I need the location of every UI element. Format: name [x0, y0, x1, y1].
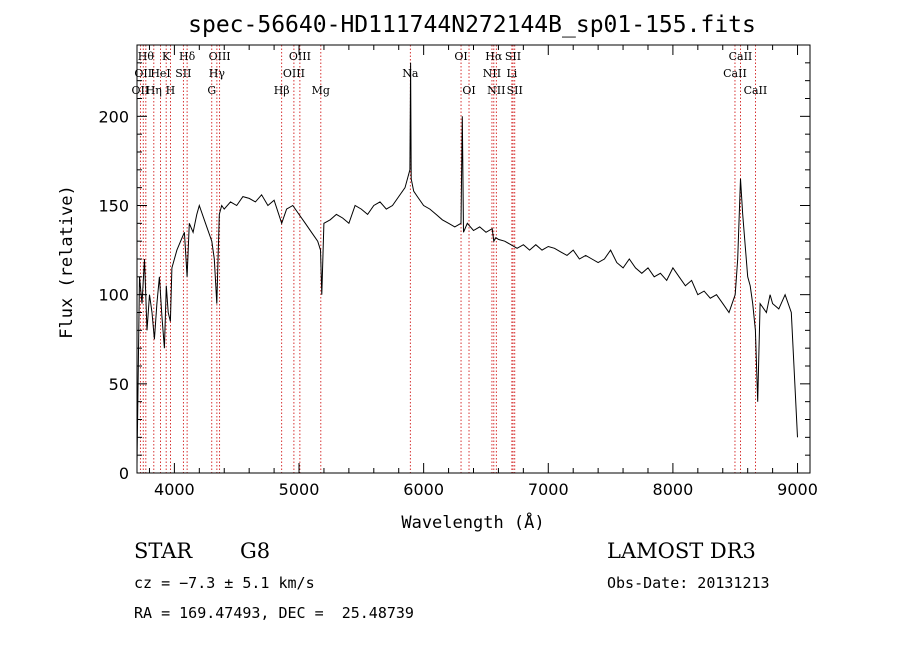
plot-frame — [136, 44, 811, 474]
line-label-4: HeI — [150, 67, 170, 80]
x-tick-label: 5000 — [279, 480, 320, 499]
x-tick-label: 4000 — [154, 480, 195, 499]
line-label-5: K — [162, 50, 171, 63]
line-label-17: OI — [454, 50, 467, 63]
line-label-9: G — [207, 84, 216, 97]
line-label-3: Hη — [146, 84, 162, 97]
line-label-12: Hβ — [274, 84, 290, 97]
line-label-21: NII — [487, 84, 505, 97]
line-label-2: Hθ — [138, 50, 155, 63]
x-tick-label: 6000 — [403, 480, 444, 499]
spectrum-line — [136, 62, 798, 465]
line-label-18: OI — [462, 84, 475, 97]
line-label-13: OIII — [283, 67, 305, 80]
y-axis-ticks: 0 50 100 150 200 — [98, 44, 810, 483]
coordinates: RA = 169.47493, DEC = 25.48739 — [134, 604, 414, 622]
line-label-8: Hδ — [179, 50, 196, 63]
line-label-11: OIII — [209, 50, 231, 63]
line-label-10: Hγ — [209, 67, 226, 80]
spectral-line-labels: OII OII Hθ Hη HeI K H SII Hδ G Hγ OIII Hβ OIII OIII Mg N… — [132, 50, 768, 97]
survey-name: LAMOST DR3 — [607, 539, 756, 563]
y-tick-label: 100 — [98, 286, 129, 305]
x-tick-label: 7000 — [528, 480, 569, 499]
y-tick-label: 50 — [109, 375, 129, 394]
object-class: STAR — [134, 539, 193, 563]
line-label-27: CaII — [744, 84, 768, 97]
line-label-26: CaII — [729, 50, 753, 63]
line-label-23: SII — [505, 50, 521, 63]
spectral-line-markers — [139, 45, 756, 473]
x-axis-label: Wavelength (Å) — [401, 511, 544, 533]
line-label-15: Mg — [312, 84, 330, 97]
y-tick-label: 150 — [98, 197, 129, 216]
redshift-velocity: cz = −7.3 ± 5.1 km/s — [134, 574, 315, 592]
line-label-0: OII — [132, 84, 150, 97]
y-axis-label: Flux (relative) — [57, 185, 77, 339]
line-label-14: OIII — [289, 50, 311, 63]
object-subclass: G8 — [240, 539, 271, 563]
line-label-6: H — [166, 84, 176, 97]
x-tick-label: 9000 — [777, 480, 818, 499]
line-label-20: Hα — [485, 50, 503, 63]
observation-date: Obs-Date: 20131213 — [607, 574, 770, 592]
line-label-24: SII — [507, 84, 523, 97]
line-label-22: Li — [506, 67, 517, 80]
x-tick-label: 8000 — [653, 480, 694, 499]
line-label-1: OII — [134, 67, 152, 80]
line-label-7: SII — [175, 67, 191, 80]
line-label-19: NII — [483, 67, 501, 80]
y-tick-label: 0 — [119, 464, 129, 483]
y-tick-label: 200 — [98, 107, 129, 126]
chart-title: spec-56640-HD111744N272144B_sp01-155.fit… — [188, 12, 756, 38]
x-axis-ticks: 4000 5000 6000 7000 8000 9000 — [148, 45, 818, 499]
line-label-25: CaII — [723, 67, 747, 80]
